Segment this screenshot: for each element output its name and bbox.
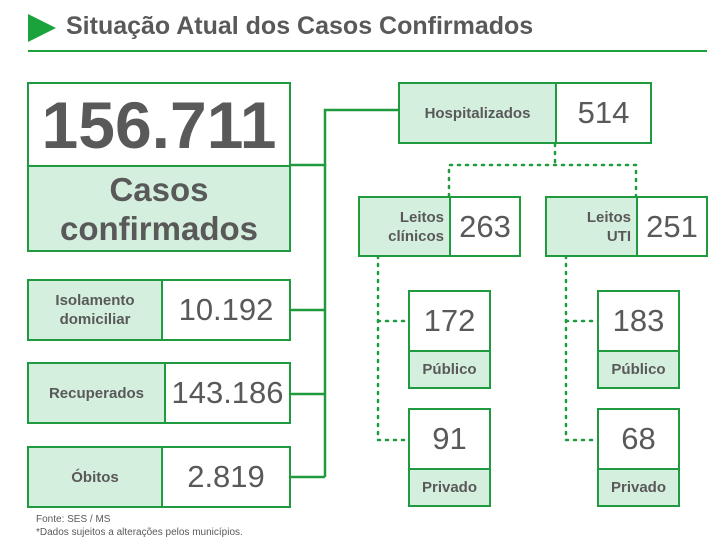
split-value: 183 xyxy=(597,290,680,352)
split-value: 172 xyxy=(408,290,491,352)
split-label: Privado xyxy=(408,468,491,507)
bed-value: 263 xyxy=(449,196,521,257)
status-value: 10.192 xyxy=(161,279,291,341)
status-label: Isolamento domiciliar xyxy=(27,279,163,341)
status-label: Óbitos xyxy=(27,446,163,508)
dotted-links xyxy=(376,142,638,442)
split-value: 68 xyxy=(597,408,680,470)
bed-value: 251 xyxy=(636,196,708,257)
split-label: Público xyxy=(408,350,491,389)
status-value: 143.186 xyxy=(164,362,291,424)
status-value: 2.819 xyxy=(161,446,291,508)
title: Situação Atual dos Casos Confirmados xyxy=(66,12,534,40)
bed-label: Leitos clínicos xyxy=(358,196,451,257)
solid-links xyxy=(290,108,398,479)
hospitalized-value: 514 xyxy=(555,82,652,144)
split-value: 91 xyxy=(408,408,491,470)
hospitalized-label: Hospitalizados xyxy=(398,82,557,144)
total-label: Casos confirmados xyxy=(27,165,291,252)
total-value: 156.711 xyxy=(27,82,291,167)
note: *Dados sujeitos a alterações pelos munic… xyxy=(36,527,243,538)
split-label: Privado xyxy=(597,468,680,507)
title-arrow xyxy=(28,14,56,42)
status-label: Recuperados xyxy=(27,362,166,424)
source: Fonte: SES / MS xyxy=(36,514,111,525)
split-label: Público xyxy=(597,350,680,389)
bed-label: Leitos UTI xyxy=(545,196,638,257)
